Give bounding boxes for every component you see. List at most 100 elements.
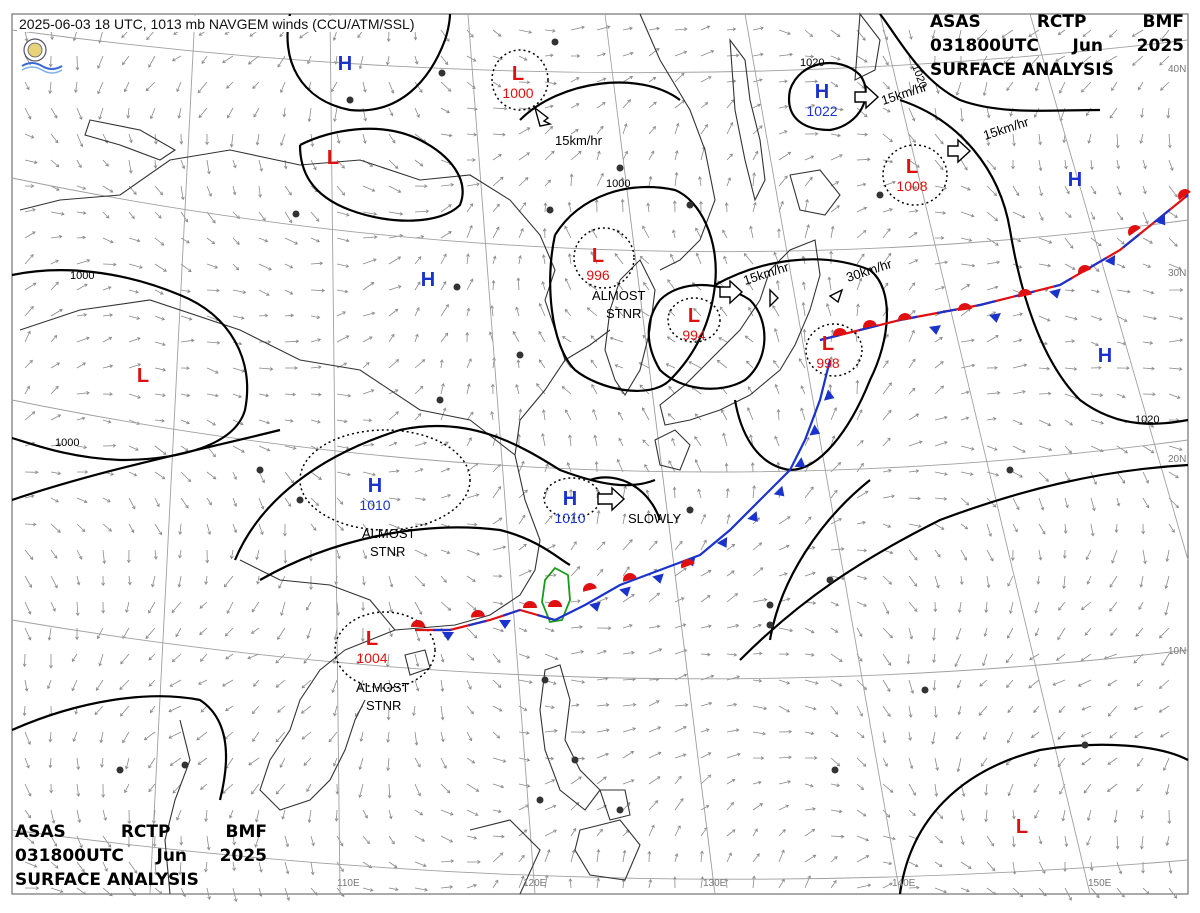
wind-arrow: [310, 261, 324, 266]
wind-arrow: [518, 255, 522, 265]
wind-arrow: [201, 55, 208, 65]
wind-arrow: [615, 306, 624, 317]
wind-arrow: [97, 81, 104, 95]
visayas: [599, 789, 631, 821]
wind-arrow: [440, 382, 445, 395]
station-marker: [116, 766, 124, 774]
wind-arrow: [1080, 81, 1092, 93]
warm-front-symbol: [411, 620, 425, 627]
wind-arrow: [152, 835, 157, 848]
wind-arrow: [986, 260, 1001, 265]
wind-arrow: [1012, 419, 1024, 425]
wind-arrow: [310, 338, 322, 343]
wind-arrow: [127, 575, 132, 586]
isobar-central: [233, 424, 656, 561]
wind-arrow: [772, 305, 780, 317]
wind-arrow: [336, 311, 346, 317]
wind-arrow: [566, 461, 572, 473]
station-marker: [541, 676, 549, 684]
wind-arrow: [24, 254, 34, 265]
wind-arrow: [778, 780, 792, 785]
wind-arrow: [24, 627, 32, 641]
wind-arrow: [570, 776, 582, 785]
wind-arrow: [197, 757, 208, 765]
wind-arrow: [830, 133, 841, 138]
wind-arrow: [1116, 263, 1126, 269]
wind-arrow: [284, 861, 290, 875]
wind-arrow: [778, 175, 788, 187]
wind-arrow: [778, 729, 793, 734]
wind-arrow: [466, 29, 474, 38]
wind-arrow: [1168, 367, 1183, 371]
wind-arrow: [932, 679, 937, 691]
wind-arrow: [50, 385, 59, 395]
wind-arrow: [570, 849, 576, 863]
cold-front-main: [554, 359, 832, 621]
wind-arrow: [648, 700, 660, 707]
wind-arrow: [414, 887, 428, 892]
wind-arrow: [856, 679, 867, 691]
wind-arrow: [1009, 601, 1014, 615]
wind-arrow: [492, 29, 502, 37]
wind-arrow: [960, 861, 972, 869]
wind-arrow: [310, 835, 315, 847]
wind-arrow: [621, 878, 626, 889]
system-letter: L: [688, 305, 700, 327]
wind-arrow: [1142, 497, 1149, 509]
system-letter: L: [366, 628, 378, 650]
wind-arrow: [49, 654, 53, 669]
wind-arrow: [284, 313, 295, 318]
wind-arrow: [778, 755, 792, 760]
wind-arrow: [960, 185, 971, 191]
wind-arrow: [466, 307, 471, 317]
wind-arrow: [50, 835, 58, 847]
wind-arrow: [1012, 445, 1026, 453]
wind-arrow: [830, 679, 843, 687]
wind-arrow: [674, 72, 685, 83]
wind-arrow: [206, 419, 216, 426]
wind-arrow: [310, 471, 322, 480]
map-frame: [11, 13, 1189, 895]
wind-arrow: [960, 363, 976, 369]
wind-arrow: [440, 231, 452, 239]
wind-arrow: [830, 435, 836, 447]
wind-arrow: [358, 679, 364, 690]
wind-arrow: [570, 827, 577, 837]
wind-arrow: [1134, 731, 1144, 739]
wind-arrow: [830, 601, 840, 607]
wind-arrow: [336, 887, 345, 897]
wind-arrow: [206, 211, 216, 224]
wind-arrow: [723, 255, 728, 265]
wind-arrow: [1038, 887, 1047, 897]
wind-arrow: [306, 601, 312, 611]
wind-arrow: [908, 861, 919, 868]
wind-arrow: [722, 432, 728, 447]
wind-arrow: [934, 523, 945, 530]
meridian-120e: [467, 13, 536, 895]
wind-arrow: [300, 705, 312, 714]
wind-arrow: [128, 337, 141, 343]
wind-arrow: [804, 627, 815, 634]
wind-arrow: [50, 497, 59, 503]
wind-arrow: [518, 875, 525, 889]
wind-arrow: [622, 751, 635, 759]
wind-arrow: [752, 623, 762, 629]
wind-arrow: [752, 485, 756, 499]
isobar-1000-center: [549, 185, 717, 392]
wind-arrow: [648, 150, 655, 161]
wind-arrow: [284, 185, 292, 196]
station-marker: [292, 210, 300, 218]
wind-arrow: [700, 805, 710, 811]
wind-arrow: [232, 471, 237, 480]
wind-arrow: [1166, 107, 1171, 119]
wind-arrow: [1115, 133, 1120, 149]
wind-arrow: [1136, 783, 1144, 792]
wind-arrow: [229, 133, 234, 148]
wind-arrow: [206, 497, 212, 506]
wind-arrow: [492, 226, 500, 239]
wind-arrow: [232, 185, 237, 196]
wind-arrow: [932, 627, 936, 641]
isobar-north-loop: [286, 13, 452, 112]
